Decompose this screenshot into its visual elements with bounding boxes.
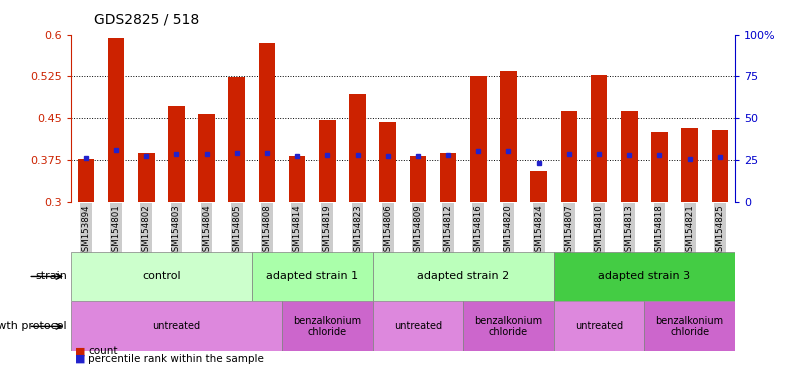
- Text: adapted strain 1: adapted strain 1: [266, 271, 358, 281]
- Text: GSM154823: GSM154823: [353, 204, 362, 257]
- Text: untreated: untreated: [394, 321, 442, 331]
- Text: GSM154803: GSM154803: [172, 204, 181, 257]
- Bar: [681, 128, 698, 202]
- Text: ■: ■: [75, 346, 85, 356]
- Text: ■: ■: [75, 354, 85, 364]
- Bar: [373, 301, 463, 351]
- Bar: [282, 301, 373, 351]
- Bar: [289, 157, 306, 202]
- Text: GSM154820: GSM154820: [504, 204, 513, 257]
- Text: GSM154807: GSM154807: [564, 204, 573, 257]
- Bar: [78, 159, 94, 202]
- Text: adapted strain 3: adapted strain 3: [598, 271, 690, 281]
- Bar: [168, 106, 185, 202]
- Text: strain: strain: [35, 271, 67, 281]
- Bar: [463, 301, 554, 351]
- Text: GSM154818: GSM154818: [655, 204, 664, 257]
- Text: benzalkonium
chloride: benzalkonium chloride: [293, 316, 362, 337]
- Text: benzalkonium
chloride: benzalkonium chloride: [656, 316, 724, 337]
- Text: GSM154806: GSM154806: [384, 204, 392, 257]
- Bar: [71, 301, 282, 351]
- Bar: [554, 301, 645, 351]
- Text: GSM154804: GSM154804: [202, 204, 211, 257]
- Bar: [410, 157, 426, 202]
- Bar: [138, 152, 155, 202]
- Text: GSM154813: GSM154813: [625, 204, 634, 257]
- Bar: [373, 252, 554, 301]
- Bar: [470, 76, 487, 202]
- Text: GSM153894: GSM153894: [81, 204, 90, 257]
- Bar: [229, 77, 245, 202]
- Bar: [319, 120, 336, 202]
- Text: untreated: untreated: [152, 321, 200, 331]
- Text: GSM154812: GSM154812: [443, 204, 453, 257]
- Bar: [198, 114, 215, 202]
- Bar: [560, 111, 577, 202]
- Text: benzalkonium
chloride: benzalkonium chloride: [475, 316, 542, 337]
- Text: untreated: untreated: [575, 321, 623, 331]
- Text: GSM154802: GSM154802: [141, 204, 151, 257]
- Text: GSM154824: GSM154824: [534, 204, 543, 257]
- Bar: [440, 153, 457, 202]
- Text: GSM154819: GSM154819: [323, 204, 332, 257]
- Text: GSM154814: GSM154814: [292, 204, 302, 257]
- Text: GSM154801: GSM154801: [112, 204, 120, 257]
- Bar: [349, 94, 365, 202]
- Text: GSM154821: GSM154821: [685, 204, 694, 257]
- Bar: [71, 252, 252, 301]
- Bar: [711, 130, 728, 202]
- Text: adapted strain 2: adapted strain 2: [417, 271, 509, 281]
- Text: GSM154810: GSM154810: [594, 204, 604, 257]
- Text: GSM154809: GSM154809: [413, 204, 422, 257]
- Bar: [645, 301, 735, 351]
- Bar: [108, 38, 124, 202]
- Bar: [531, 171, 547, 202]
- Bar: [554, 252, 735, 301]
- Bar: [621, 111, 637, 202]
- Bar: [591, 75, 608, 202]
- Bar: [651, 132, 668, 202]
- Bar: [500, 71, 516, 202]
- Text: GSM154816: GSM154816: [474, 204, 483, 257]
- Text: percentile rank within the sample: percentile rank within the sample: [88, 354, 264, 364]
- Bar: [252, 252, 373, 301]
- Text: count: count: [88, 346, 118, 356]
- Bar: [259, 43, 275, 202]
- Text: GSM154808: GSM154808: [263, 204, 271, 257]
- Text: control: control: [142, 271, 181, 281]
- Text: GSM154825: GSM154825: [715, 204, 725, 257]
- Text: GSM154805: GSM154805: [233, 204, 241, 257]
- Text: GDS2825 / 518: GDS2825 / 518: [94, 13, 200, 27]
- Bar: [380, 122, 396, 202]
- Text: growth protocol: growth protocol: [0, 321, 67, 331]
